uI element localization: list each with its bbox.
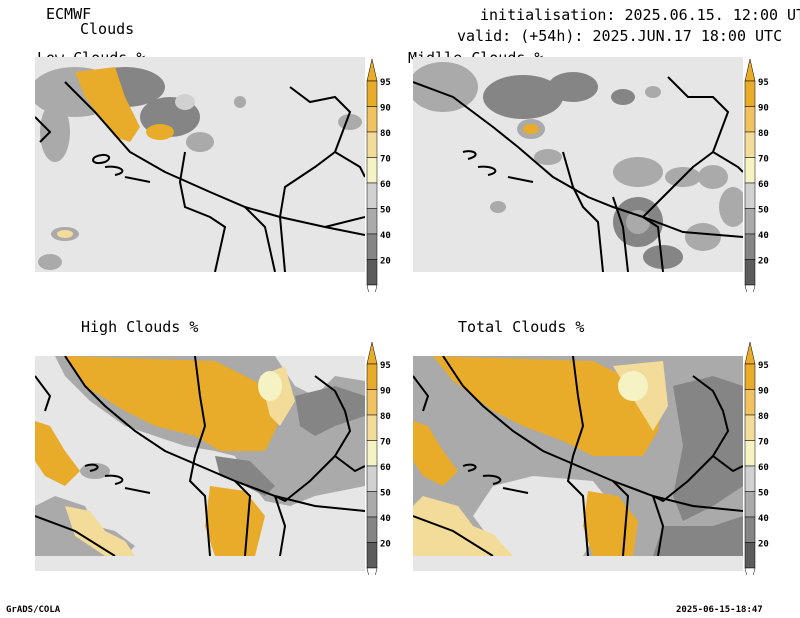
- colorbar-segment: [366, 491, 378, 518]
- colorbar-tick-label: 90: [380, 104, 391, 114]
- colorbar-top-arrow: [744, 341, 756, 365]
- colorbar-segment: [366, 440, 378, 467]
- colorbar-low: 95 90 80 70 60 50 40 20: [365, 57, 395, 292]
- colorbar-segment: [366, 516, 378, 543]
- colorbar-tick-label: 90: [758, 104, 769, 114]
- colorbar-top-arrow: [744, 58, 756, 82]
- colorbar-segment: [366, 208, 378, 235]
- colorbar-top-arrow: [366, 341, 378, 365]
- colorbar-segment: [744, 414, 756, 441]
- colorbar-tick-label: 40: [758, 514, 769, 524]
- colorbar-svg: 95 90 80 70 60 50 40 20: [744, 341, 769, 575]
- colorbar-tick-label: 95: [380, 78, 391, 88]
- colorbar-tick-label: 95: [380, 361, 391, 371]
- colorbar-bottom-arrow: [366, 284, 378, 292]
- colorbar-tick-label: 20: [380, 257, 391, 267]
- colorbar-segment: [366, 106, 378, 133]
- colorbar-bottom-arrow: [744, 284, 756, 292]
- colorbar-tick-label: 80: [758, 412, 769, 422]
- colorbar-segment: [744, 106, 756, 133]
- colorbar-tick-label: 60: [758, 180, 769, 190]
- colorbar-tick-label: 80: [380, 129, 391, 139]
- colorbar-segment: [744, 157, 756, 184]
- colorbar-svg: 95 90 80 70 60 50 40 20: [366, 341, 391, 575]
- colorbar-segment: [366, 131, 378, 158]
- colorbar-tick-label: 50: [380, 489, 391, 499]
- map-panel-high-clouds: [35, 356, 365, 571]
- colorbar-middle: 95 90 80 70 60 50 40 20: [743, 57, 773, 292]
- colorbar-tick-label: 20: [380, 540, 391, 550]
- map-panel-low-clouds: [35, 57, 365, 272]
- colorbar-tick-label: 90: [758, 387, 769, 397]
- colorbar-segment: [366, 414, 378, 441]
- colorbar-tick-label: 95: [758, 78, 769, 88]
- colorbar-tick-label: 50: [380, 206, 391, 216]
- initialisation-time: initialisation: 2025.06.15. 12:00 UTC: [480, 6, 800, 24]
- colorbar-segment: [744, 233, 756, 260]
- colorbar-tick-label: 60: [380, 463, 391, 473]
- colorbar-segment: [366, 157, 378, 184]
- colorbar-tick-label: 70: [380, 438, 391, 448]
- colorbar-segment: [744, 516, 756, 543]
- colorbar-segment: [366, 465, 378, 492]
- colorbar-tick-label: 40: [758, 231, 769, 241]
- colorbar-tick-label: 80: [758, 129, 769, 139]
- panel-title-high: High Clouds %: [81, 318, 199, 336]
- colorbar-high: 95 90 80 70 60 50 40 20: [365, 340, 395, 575]
- low-clouds-map: [35, 57, 365, 272]
- colorbar-segment: [366, 80, 378, 107]
- colorbar-tick-label: 20: [758, 257, 769, 267]
- colorbar-tick-label: 50: [758, 489, 769, 499]
- colorbar-tick-label: 70: [758, 155, 769, 165]
- colorbar-segment: [366, 363, 378, 390]
- colorbar-segment: [744, 131, 756, 158]
- colorbar-tick-label: 80: [380, 412, 391, 422]
- colorbar-tick-label: 50: [758, 206, 769, 216]
- colorbar-segment: [744, 80, 756, 107]
- colorbar-segment: [366, 259, 378, 286]
- colorbar-segment: [366, 182, 378, 209]
- colorbar-segment: [744, 465, 756, 492]
- colorbar-segment: [744, 542, 756, 569]
- colorbar-segment: [744, 208, 756, 235]
- product-name: Clouds: [80, 20, 135, 38]
- footer-timestamp: 2025-06-15-18:47: [676, 605, 763, 615]
- colorbar-segment: [744, 440, 756, 467]
- colorbar-tick-label: 40: [380, 231, 391, 241]
- colorbar-tick-label: 60: [758, 463, 769, 473]
- footer-software: GrADS/COLA: [6, 605, 61, 615]
- colorbar-segment: [366, 389, 378, 416]
- colorbar-segment: [366, 542, 378, 569]
- colorbar-tick-label: 20: [758, 540, 769, 550]
- colorbar-tick-label: 70: [758, 438, 769, 448]
- colorbar-segment: [744, 182, 756, 209]
- high-clouds-map: [35, 356, 365, 556]
- colorbar-segment: [744, 491, 756, 518]
- colorbar-segment: [744, 259, 756, 286]
- model-name: ECMWF: [46, 5, 92, 23]
- colorbar-tick-label: 95: [758, 361, 769, 371]
- map-panel-total-clouds: [413, 356, 743, 571]
- middle-clouds-map: [413, 57, 743, 272]
- colorbar-tick-label: 60: [380, 180, 391, 190]
- colorbar-bottom-arrow: [366, 567, 378, 575]
- colorbar-segment: [366, 233, 378, 260]
- colorbar-segment: [744, 389, 756, 416]
- total-clouds-map: [413, 356, 743, 556]
- panel-title-total: Total Clouds %: [458, 318, 585, 336]
- valid-time: valid: (+54h): 2025.JUN.17 18:00 UTC: [457, 27, 783, 45]
- colorbar-top-arrow: [366, 58, 378, 82]
- colorbar-segment: [744, 363, 756, 390]
- colorbar-svg: 95 90 80 70 60 50 40 20: [366, 58, 391, 292]
- colorbar-total: 95 90 80 70 60 50 40 20: [743, 340, 773, 575]
- colorbar-svg: 95 90 80 70 60 50 40 20: [744, 58, 769, 292]
- colorbar-tick-label: 70: [380, 155, 391, 165]
- colorbar-tick-label: 90: [380, 387, 391, 397]
- colorbar-tick-label: 40: [380, 514, 391, 524]
- map-panel-middle-clouds: [413, 57, 743, 272]
- colorbar-bottom-arrow: [744, 567, 756, 575]
